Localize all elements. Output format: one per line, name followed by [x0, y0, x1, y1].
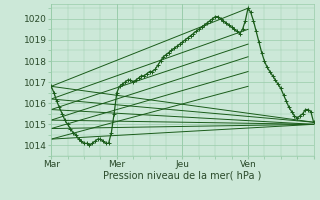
- X-axis label: Pression niveau de la mer( hPa ): Pression niveau de la mer( hPa ): [103, 171, 261, 181]
